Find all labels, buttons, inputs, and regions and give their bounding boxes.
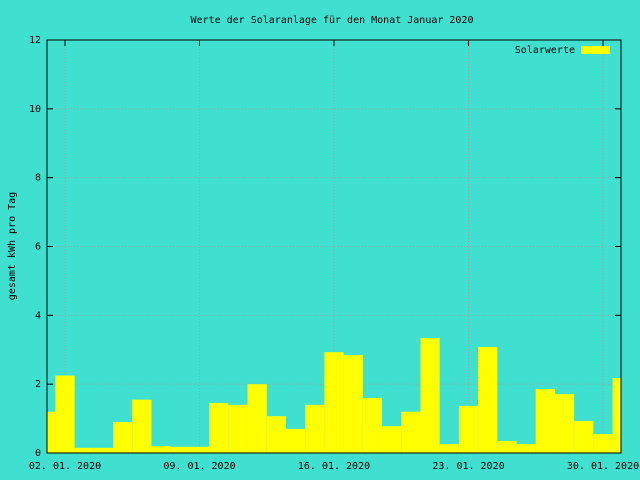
bar xyxy=(151,446,171,453)
bar xyxy=(420,338,440,453)
bar xyxy=(439,444,459,453)
bar xyxy=(209,403,229,453)
bar xyxy=(324,352,344,453)
bar xyxy=(612,377,621,453)
y-tick-label: 4 xyxy=(35,310,41,321)
x-tick-label: 30. 01. 2020 xyxy=(567,461,639,472)
bar xyxy=(535,388,555,453)
bar xyxy=(574,420,594,453)
bar xyxy=(247,384,267,453)
bar xyxy=(554,394,575,453)
bar xyxy=(343,354,363,453)
chart-title: Werte der Solaranlage für den Monat Janu… xyxy=(191,15,474,26)
bar xyxy=(74,447,94,453)
bar xyxy=(93,447,114,453)
bar xyxy=(189,446,210,453)
plot-border xyxy=(46,39,622,454)
y-tick-label: 0 xyxy=(35,448,41,459)
bar xyxy=(401,411,421,453)
y-tick-label: 6 xyxy=(35,242,41,253)
bar xyxy=(228,404,248,453)
bar xyxy=(362,397,383,453)
legend-label: Solarwerte xyxy=(515,45,575,56)
bar xyxy=(478,346,498,453)
y-tick-label: 2 xyxy=(35,379,41,390)
x-tick-label: 16. 01. 2020 xyxy=(298,461,370,472)
bar xyxy=(113,422,133,453)
bar xyxy=(382,426,402,453)
y-axis-label: gesamt kWh pro Tag xyxy=(7,192,18,300)
x-tick-label: 02. 01. 2020 xyxy=(29,461,101,472)
bar xyxy=(170,446,190,453)
bar xyxy=(497,440,517,453)
x-tick-label: 09. 01. 2020 xyxy=(163,461,235,472)
bar xyxy=(285,428,306,453)
bar xyxy=(47,411,56,453)
y-tick-label: 8 xyxy=(35,173,41,184)
bar xyxy=(55,375,75,453)
bar xyxy=(305,404,325,453)
bar xyxy=(593,434,613,453)
bar xyxy=(458,405,479,453)
bar xyxy=(516,444,536,453)
x-tick-label: 23. 01. 2020 xyxy=(432,461,504,472)
legend-swatch xyxy=(581,46,610,54)
y-tick-label: 12 xyxy=(29,35,41,46)
y-tick-label: 10 xyxy=(29,104,41,115)
bar xyxy=(132,399,152,453)
bar xyxy=(266,416,286,453)
bars xyxy=(47,338,621,453)
